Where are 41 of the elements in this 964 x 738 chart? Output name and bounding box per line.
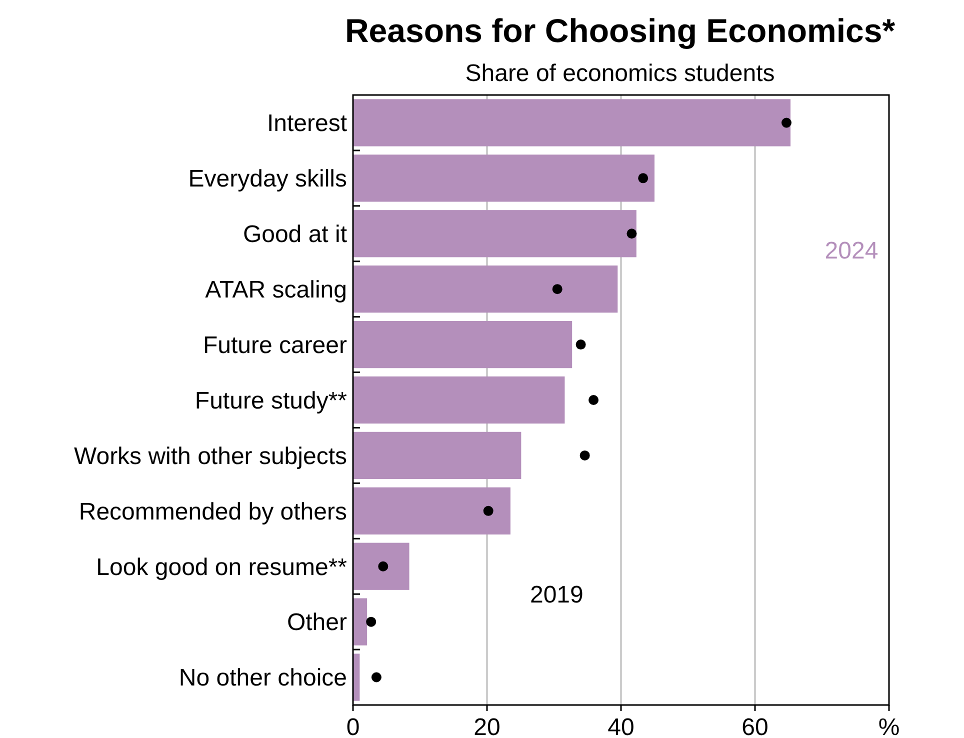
bar xyxy=(353,487,510,534)
bar xyxy=(353,99,791,146)
x-tick-label: 60 xyxy=(742,714,768,738)
point xyxy=(371,672,382,682)
point xyxy=(378,561,388,572)
bar xyxy=(353,376,565,424)
y-tick-label: Recommended by others xyxy=(78,498,347,526)
y-tick-label: Good at it xyxy=(242,221,348,248)
bar xyxy=(353,598,368,646)
y-tick-label: Future study** xyxy=(194,387,347,414)
point xyxy=(588,395,599,405)
point xyxy=(781,118,792,128)
bar xyxy=(353,210,636,258)
point xyxy=(638,173,648,184)
y-tick-label: ATAR scaling xyxy=(205,276,347,304)
y-tick-label: Look good on resume** xyxy=(96,554,347,581)
bar xyxy=(353,432,522,480)
point xyxy=(626,228,637,239)
chart-title: Reasons for Choosing Economics* xyxy=(344,12,896,49)
x-tick-label: 40 xyxy=(608,714,634,738)
chart-subtitle: Share of economics students xyxy=(465,60,775,87)
y-tick-label: Other xyxy=(286,609,347,636)
x-tick-label: % xyxy=(878,714,900,738)
point xyxy=(366,616,376,627)
y-tick-label: No other choice xyxy=(178,664,347,692)
bar xyxy=(353,542,410,590)
point xyxy=(580,450,590,460)
bar xyxy=(353,154,654,202)
bar xyxy=(353,320,572,368)
y-tick-label: Future career xyxy=(202,332,348,359)
x-tick-label: 0 xyxy=(346,714,360,738)
point xyxy=(552,284,562,294)
text: 2019 xyxy=(530,581,584,608)
point xyxy=(576,340,586,350)
y-tick-label: Everyday skills xyxy=(188,166,347,193)
bar xyxy=(353,266,618,313)
y-tick-label: Interest xyxy=(266,110,348,138)
y-tick-label: Works with other subjects xyxy=(74,442,347,470)
point xyxy=(483,506,494,516)
text: 2024 xyxy=(824,238,878,265)
x-tick-label: 20 xyxy=(474,714,500,738)
